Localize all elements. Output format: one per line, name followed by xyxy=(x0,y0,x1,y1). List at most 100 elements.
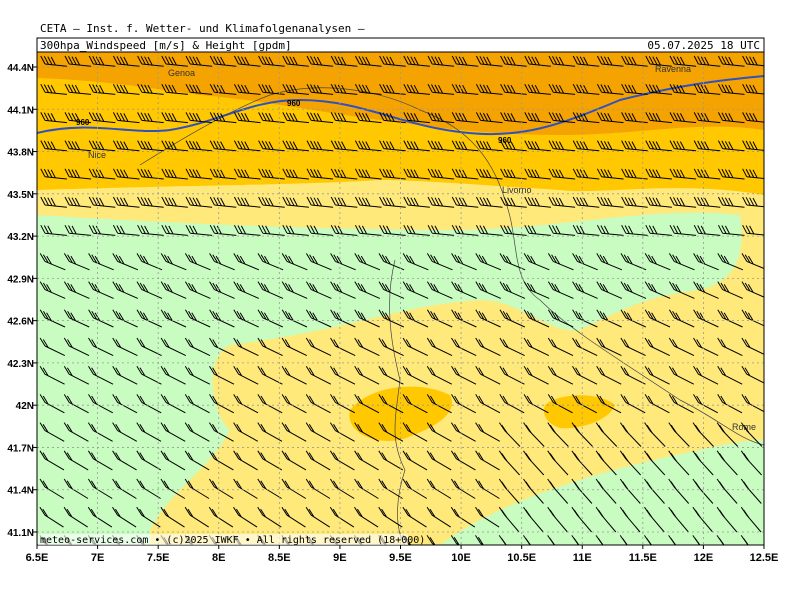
wind-barb xyxy=(692,422,714,447)
wind-barb xyxy=(669,168,697,180)
lat-tick-label: 43.2N xyxy=(7,232,34,243)
wind-barb xyxy=(233,422,259,442)
wind-barb xyxy=(595,450,617,476)
wind-barb xyxy=(669,196,697,208)
wind-barb xyxy=(136,394,162,414)
wind-barb xyxy=(88,55,116,67)
wind-barb xyxy=(209,112,237,124)
wind-barb xyxy=(596,140,624,152)
wind-barb xyxy=(136,478,161,499)
wind-barb xyxy=(572,112,600,124)
wind-barb xyxy=(595,478,617,504)
header-title: CETA – Inst. f. Wetter- und Klimafolgena… xyxy=(40,22,365,35)
wind-barb xyxy=(354,224,382,236)
wind-barb xyxy=(64,83,92,95)
wind-barb xyxy=(64,224,92,236)
wind-barb xyxy=(741,337,764,355)
lon-tick-label: 8E xyxy=(212,552,225,564)
wind-barb xyxy=(403,55,430,67)
wind-barb xyxy=(233,506,258,528)
wind-barb xyxy=(475,224,503,236)
wind-barb xyxy=(282,83,309,95)
wind-barb xyxy=(669,140,697,152)
wind-barb xyxy=(572,83,600,95)
wind-barb xyxy=(547,337,574,357)
wind-barb xyxy=(426,365,453,385)
wind-barb xyxy=(548,83,576,95)
lon-tick-label: 10E xyxy=(451,552,471,564)
wind-barb xyxy=(209,55,237,67)
wind-barb xyxy=(596,83,624,95)
wind-barb xyxy=(282,168,309,180)
wind-barb xyxy=(548,140,576,152)
wind-barb xyxy=(571,450,593,476)
wind-barb xyxy=(475,535,484,545)
wind-barb xyxy=(233,224,261,236)
wind-barb xyxy=(402,506,427,528)
wind-barb xyxy=(498,450,520,476)
wind-barb xyxy=(379,196,406,208)
wind-barb xyxy=(475,55,503,67)
wind-barb xyxy=(208,506,234,528)
wind-barb xyxy=(740,478,762,504)
wind-barb xyxy=(39,478,65,499)
wind-barb xyxy=(619,422,642,447)
wind-barb xyxy=(354,55,382,67)
wind-barb xyxy=(645,196,672,208)
wind-barb xyxy=(63,506,88,528)
wind-barb xyxy=(475,83,503,95)
wind-barb xyxy=(330,394,356,414)
wind-barb xyxy=(185,112,213,124)
wind-barb xyxy=(450,506,476,528)
wind-barb xyxy=(621,55,648,67)
wind-barb xyxy=(742,196,764,208)
wind-barb xyxy=(233,112,261,124)
wind-barb xyxy=(742,224,764,236)
wind-barb xyxy=(87,450,113,471)
lat-tick-label: 42.3N xyxy=(7,359,34,370)
wind-barb xyxy=(354,309,380,328)
wind-barb xyxy=(330,309,356,328)
wind-barb xyxy=(499,309,526,328)
wind-barb xyxy=(523,478,544,504)
wind-barb xyxy=(39,394,65,414)
wind-barb xyxy=(354,422,380,442)
wind-barb xyxy=(136,506,161,528)
wind-barb xyxy=(427,196,455,208)
wind-barb xyxy=(379,140,406,152)
wind-barb xyxy=(645,83,672,95)
wind-barb xyxy=(258,83,285,95)
wind-barb xyxy=(426,535,436,545)
wind-barb xyxy=(644,281,671,299)
wind-barb xyxy=(547,450,569,476)
wind-barb xyxy=(39,281,66,299)
wind-barb xyxy=(281,394,307,414)
wind-barb xyxy=(354,394,380,414)
wind-barb xyxy=(233,55,261,67)
wind-barb xyxy=(450,422,476,442)
place-label: Ravenna xyxy=(655,64,691,74)
lat-tick-label: 42N xyxy=(16,401,34,412)
wind-barb xyxy=(306,112,334,124)
wind-barb xyxy=(427,140,455,152)
wind-barb xyxy=(717,196,745,208)
wind-barb xyxy=(258,112,285,124)
credit: meteo-services.com • (c)2025 IWKF • All … xyxy=(40,535,425,546)
wind-barb xyxy=(281,506,306,528)
wind-barb xyxy=(621,140,648,152)
wind-barb xyxy=(426,337,453,357)
wind-barb xyxy=(137,196,164,208)
wind-barb xyxy=(112,281,138,299)
wind-barb xyxy=(354,365,380,385)
wind-barb xyxy=(305,394,331,414)
wind-barb xyxy=(88,253,114,271)
wind-barb xyxy=(112,337,138,357)
wind-barb xyxy=(668,309,695,328)
wind-barb xyxy=(378,309,405,328)
wind-barb xyxy=(354,478,379,499)
wind-barb xyxy=(209,140,237,152)
wind-barb xyxy=(137,83,164,95)
wind-barb xyxy=(547,422,569,447)
wind-barb xyxy=(619,450,641,476)
